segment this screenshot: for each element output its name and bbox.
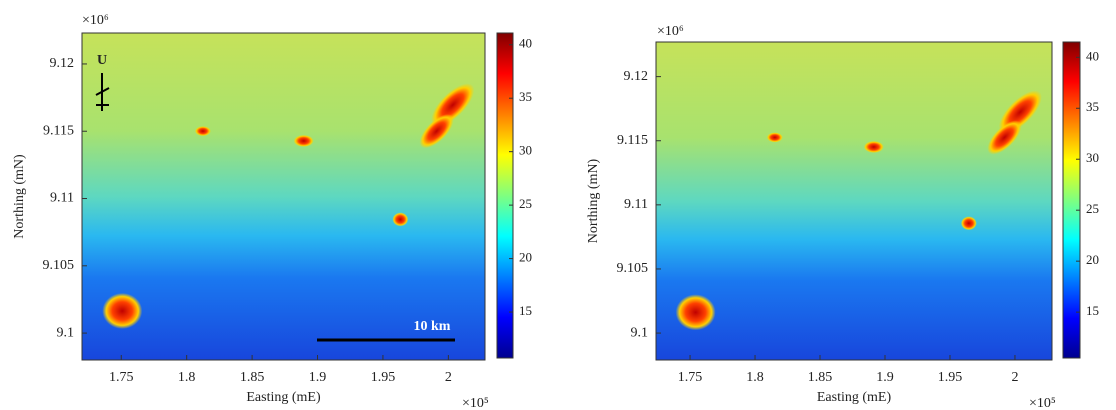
x-tick-label: 1.8 [178, 370, 196, 385]
hot-spot [864, 141, 884, 153]
colorbar [1063, 42, 1080, 358]
hot-spot [676, 294, 716, 330]
hot-spot [195, 126, 211, 136]
y-tick-label: 9.105 [43, 258, 75, 273]
figure: 1.751.81.851.91.9529.19.1059.119.1159.12… [0, 0, 1116, 410]
colorbar-tick-label: 40 [1086, 48, 1099, 63]
x-tick-label: 1.8 [746, 370, 764, 385]
hot-spot [102, 293, 142, 329]
colorbar [497, 33, 513, 358]
x-tick-label: 2 [445, 370, 452, 385]
x-exponent: ×10⁵ [462, 396, 489, 410]
y-exponent: ×10⁶ [82, 13, 109, 28]
colorbar-tick-label: 35 [519, 89, 532, 104]
hot-spot [392, 212, 408, 226]
colorbar-tick-label: 30 [1086, 150, 1099, 165]
y-tick-label: 9.115 [617, 133, 648, 148]
colorbar-tick-label: 20 [1086, 252, 1099, 267]
x-tick-label: 1.85 [240, 370, 265, 385]
colorbar-tick-label: 30 [519, 143, 532, 158]
y-tick-label: 9.12 [624, 69, 649, 84]
colorbar-tick-label: 15 [1086, 303, 1099, 318]
colorbar-tick-label: 25 [1086, 201, 1099, 216]
colorbar-tick-label: 35 [1086, 99, 1099, 114]
y-tick-label: 9.11 [50, 191, 74, 206]
x-tick-label: 1.75 [678, 370, 703, 385]
y-axis-label: Northing (mN) [586, 158, 601, 243]
x-exponent: ×10⁵ [1029, 396, 1056, 410]
y-axis-label: Northing (mN) [12, 154, 27, 239]
x-tick-label: 2 [1011, 370, 1018, 385]
y-tick-label: 9.11 [624, 197, 648, 212]
colorbar-tick-label: 20 [519, 250, 532, 265]
north-label: U [97, 53, 107, 68]
colorbar-tick-label: 25 [519, 196, 532, 211]
x-tick-label: 1.95 [371, 370, 396, 385]
hot-spot [961, 216, 977, 230]
x-tick-label: 1.95 [938, 370, 963, 385]
x-tick-label: 1.9 [309, 370, 327, 385]
y-tick-label: 9.105 [617, 261, 649, 276]
x-tick-label: 1.9 [876, 370, 894, 385]
colorbar-tick-label: 15 [519, 303, 532, 318]
x-tick-label: 1.85 [808, 370, 833, 385]
x-tick-label: 1.75 [109, 370, 134, 385]
y-exponent: ×10⁶ [657, 24, 684, 39]
page: 1.751.81.851.91.9529.19.1059.119.1159.12… [0, 0, 1116, 410]
map-raster [82, 33, 485, 360]
hot-spot [767, 132, 783, 142]
x-axis-label: Easting (mE) [246, 390, 321, 405]
y-tick-label: 9.12 [50, 56, 75, 71]
x-axis-label: Easting (mE) [817, 390, 892, 405]
scale-label: 10 km [414, 319, 451, 334]
hot-spot [294, 135, 314, 147]
y-tick-label: 9.1 [57, 325, 75, 340]
y-tick-label: 9.115 [43, 123, 74, 138]
colorbar-tick-label: 40 [519, 36, 532, 51]
y-tick-label: 9.1 [631, 325, 649, 340]
